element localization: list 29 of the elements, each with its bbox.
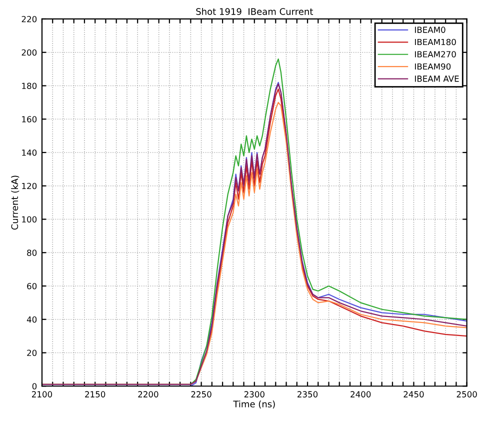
legend-label: IBEAM270	[415, 51, 456, 58]
legend-label: IBEAM AVE	[415, 76, 459, 82]
legend-label: IBEAM90	[415, 63, 451, 70]
y-tick-label: 60	[27, 282, 37, 290]
y-tick-label: 40	[26, 316, 37, 323]
x-tick-label: 2350	[298, 391, 318, 398]
x-tick-label: 2250	[191, 391, 212, 398]
x-axis-title: Time (ns)	[233, 400, 275, 408]
y-tick-label: 0	[32, 383, 37, 390]
y-tick-label: 120	[22, 182, 37, 190]
legend-label: IBEAM180	[415, 38, 456, 46]
x-tick-label: 2100	[32, 391, 52, 398]
y-tick-label: 140	[22, 149, 37, 156]
y-tick-label: 160	[22, 116, 37, 122]
x-tick-label: 2400	[350, 391, 371, 398]
x-tick-label: 2200	[138, 391, 158, 398]
x-tick-label: 2450	[404, 391, 424, 398]
y-tick-label: 80	[27, 250, 37, 256]
y-tick-label: 20	[27, 350, 37, 356]
y-axis-title: Current (kA)	[11, 176, 20, 230]
y-tick-label: 200	[22, 49, 37, 56]
y-tick-label: 100	[22, 216, 37, 223]
y-tick-label: 220	[22, 16, 37, 22]
chart-title: Shot 1919 IBeam Current	[196, 8, 313, 15]
legend-label: IBEAM0	[415, 26, 446, 33]
x-tick-label: 2300	[244, 391, 264, 398]
y-tick-label: 180	[22, 82, 37, 90]
x-tick-label: 2500	[456, 391, 477, 398]
x-tick-label: 2150	[85, 391, 106, 398]
